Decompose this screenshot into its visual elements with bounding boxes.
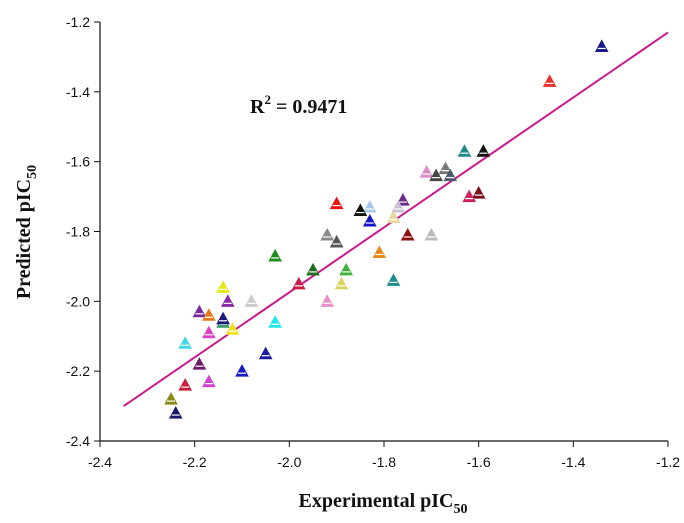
y-tick-label: -2.0	[66, 293, 90, 309]
x-tick-label: -2.4	[88, 454, 112, 470]
x-tick-label: -1.4	[561, 454, 585, 470]
data-point	[386, 273, 401, 286]
data-point	[362, 200, 377, 213]
data-point	[334, 276, 349, 290]
data-point	[235, 364, 249, 377]
data-point	[168, 406, 183, 419]
data-point	[329, 196, 344, 210]
x-tick-label: -1.8	[372, 454, 396, 470]
data-point	[419, 165, 434, 178]
y-tick-label: -1.8	[66, 224, 90, 240]
data-point	[457, 144, 472, 157]
data-point	[220, 294, 235, 307]
x-tick-label: -2.2	[183, 454, 207, 470]
x-tick-label: -1.2	[656, 454, 680, 470]
data-point	[192, 357, 207, 370]
x-tick-label: -1.6	[467, 454, 491, 470]
data-point	[372, 245, 387, 258]
data-point	[268, 248, 282, 262]
data-point	[258, 346, 273, 360]
x-tick-label: -2.0	[277, 454, 301, 470]
annotation-rest: = 0.9471	[271, 96, 347, 118]
data-point	[400, 227, 415, 241]
data-point	[362, 213, 377, 227]
data-point	[424, 227, 439, 241]
y-label-sub: 50	[25, 165, 40, 179]
y-axis-label: Predicted pIC50	[13, 165, 40, 299]
data-point	[216, 311, 230, 325]
data-point	[178, 378, 193, 391]
data-point	[178, 336, 193, 349]
y-label-text: Predicted pIC	[13, 179, 35, 299]
annotation-sup: 2	[264, 92, 271, 107]
data-point	[542, 74, 557, 87]
y-tick-label: -1.2	[66, 14, 90, 30]
data-point	[594, 39, 609, 52]
data-point	[320, 294, 335, 307]
data-point	[320, 227, 335, 241]
x-axis-label: Experimental pIC50	[299, 490, 468, 517]
x-label-text: Experimental pIC	[299, 490, 454, 512]
data-point	[192, 304, 207, 318]
annotation: R2 = 0.9471	[250, 92, 347, 118]
data-point	[268, 315, 282, 328]
data-point	[244, 294, 259, 307]
annotation-text: R	[250, 96, 265, 118]
y-tick-label: -2.2	[66, 363, 90, 379]
data-point	[471, 186, 486, 199]
y-tick-label: -1.6	[66, 154, 90, 170]
data-point	[476, 144, 491, 157]
data-point	[306, 262, 320, 276]
data-point	[202, 325, 216, 339]
data-point	[164, 392, 178, 405]
y-tick-label: -2.4	[66, 433, 90, 449]
data-point	[216, 280, 230, 293]
y-tick-label: -1.4	[66, 84, 90, 100]
x-label-sub: 50	[454, 502, 468, 517]
data-point	[339, 262, 353, 276]
data-point	[202, 374, 216, 388]
